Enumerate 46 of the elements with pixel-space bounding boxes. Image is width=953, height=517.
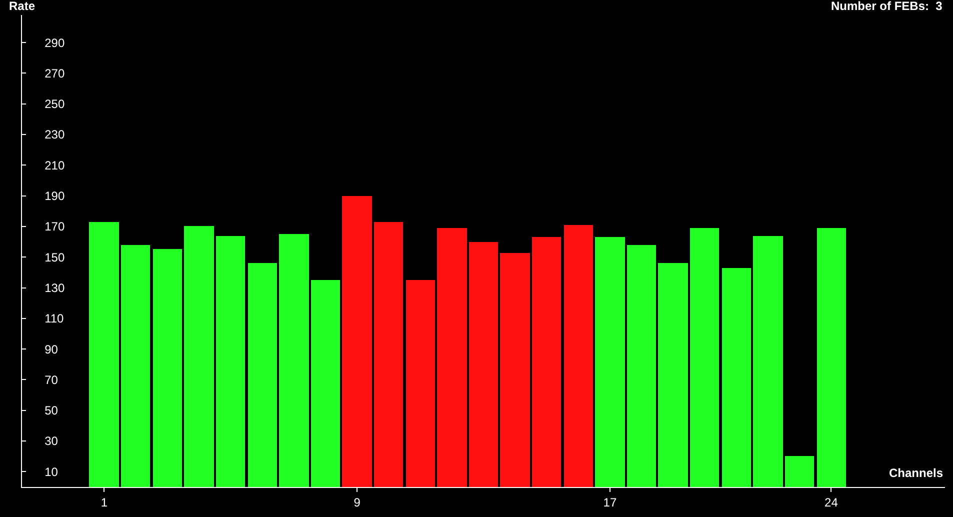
bar [216,236,245,487]
bar [374,222,403,487]
y-tick-label: 190 [44,189,65,204]
bar [564,225,593,487]
bar [532,237,561,487]
y-tick-label: 70 [44,372,58,387]
bar [279,234,309,487]
y-tick-label: 250 [44,97,65,112]
bar [184,226,214,487]
bar [500,253,530,487]
y-tick-label: 90 [44,342,58,356]
bar [658,263,688,487]
y-axis-title: Rate [9,0,36,13]
y-tick-label: 290 [44,36,65,50]
bar [469,242,498,487]
x-tick-label: 9 [354,495,361,510]
y-tick-label: 270 [44,66,65,80]
y-tick-label: 130 [44,280,65,295]
bar [89,222,119,487]
y-tick-label: 110 [44,312,64,326]
bar [121,245,150,487]
bar [153,249,182,487]
bar [817,228,846,487]
bar [311,280,340,487]
bar [690,228,719,487]
bar [406,280,435,487]
bar [785,456,814,487]
x-tick-label: 1 [100,495,108,510]
y-tick-label: 170 [44,220,65,234]
bar [627,245,656,487]
text: Number of FEBs: 3 [831,0,943,13]
x-axis-title: Channels [889,466,944,480]
y-tick-label: 30 [44,434,58,448]
bar [248,263,277,487]
y-tick-label: 50 [44,404,58,418]
y-tick-label: 150 [44,250,65,264]
y-tick-label: 10 [44,464,58,479]
bar [437,228,467,487]
y-tick-label: 210 [44,158,65,172]
y-tick-label: 230 [44,128,65,142]
x-tick-label: 24 [824,495,838,510]
bar [722,268,751,487]
bar [595,237,625,487]
x-tick-label: 17 [603,495,617,510]
bar [753,236,783,487]
bar [342,196,372,487]
